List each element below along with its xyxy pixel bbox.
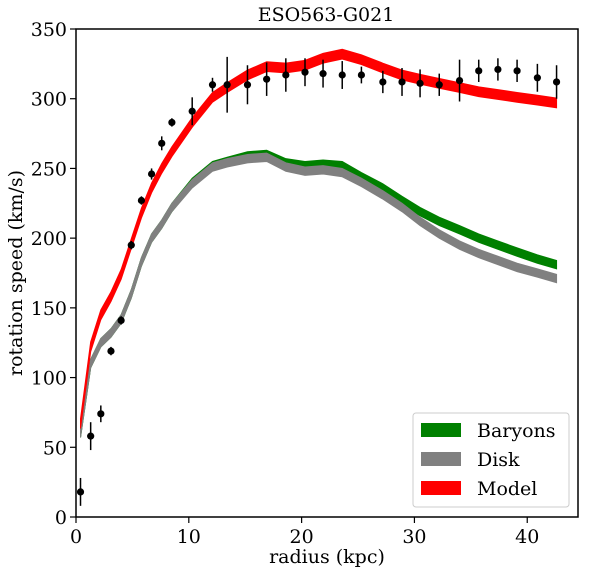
data-point [243,81,252,89]
data-point [158,139,166,147]
data-point [301,68,309,76]
plot-frame [75,28,579,518]
data-point [107,347,115,355]
data-point [208,81,217,89]
x-tick-label: 0 [70,526,82,548]
data-point [168,118,176,127]
data-point [475,67,483,75]
data-point [494,65,502,74]
y-axis-label: rotation speed (km/s) [5,170,27,376]
y-tick-label: 350 [31,19,67,41]
data-point [188,107,196,115]
axis-ticks-layer: 0 10 20 30 40 0 50 100 150 200 250 300 350 [31,19,540,548]
legend-swatch-model [421,481,461,495]
data-point [379,78,387,86]
data-point [455,76,464,85]
y-tick-label: 50 [43,437,67,459]
data-point [357,71,366,79]
legend: Baryons Disk Model [412,412,570,508]
series-band-disk [80,152,558,438]
data-point [398,78,406,86]
data-point [223,81,231,89]
data-point [533,74,541,82]
data-point [263,75,271,83]
legend-swatch-baryons [421,423,461,437]
data-point [319,70,327,78]
series-band-baryons [80,149,558,438]
x-axis-label: radius (kpc) [269,546,385,568]
y-tick-label: 100 [31,368,67,390]
chart-title: ESO563-G021 [258,4,395,26]
legend-swatch-disk [421,452,461,466]
y-tick-label: 0 [55,507,67,529]
data-point [147,170,156,178]
observed-points-layer [76,56,561,506]
x-tick-label: 40 [515,526,539,548]
data-point [552,78,561,86]
data-point [435,81,443,89]
y-tick-label: 300 [31,89,67,111]
legend-label-disk: Disk [477,449,520,471]
data-point [282,71,290,79]
series-layer [80,48,558,438]
legend-label-model: Model [477,478,537,500]
y-tick-label: 200 [31,228,67,250]
x-tick-label: 30 [402,526,426,548]
y-tick-label: 150 [31,298,67,320]
data-point [117,316,125,325]
legend-label-baryons: Baryons [477,420,556,442]
data-point [127,241,135,249]
data-point [76,488,85,496]
y-tick-label: 250 [31,158,67,180]
data-point [137,196,146,205]
x-tick-label: 20 [290,526,314,548]
data-point [338,71,346,79]
data-point [97,410,105,418]
data-point [87,432,95,440]
data-point [513,67,521,75]
data-point [416,79,424,87]
x-tick-label: 10 [177,526,201,548]
